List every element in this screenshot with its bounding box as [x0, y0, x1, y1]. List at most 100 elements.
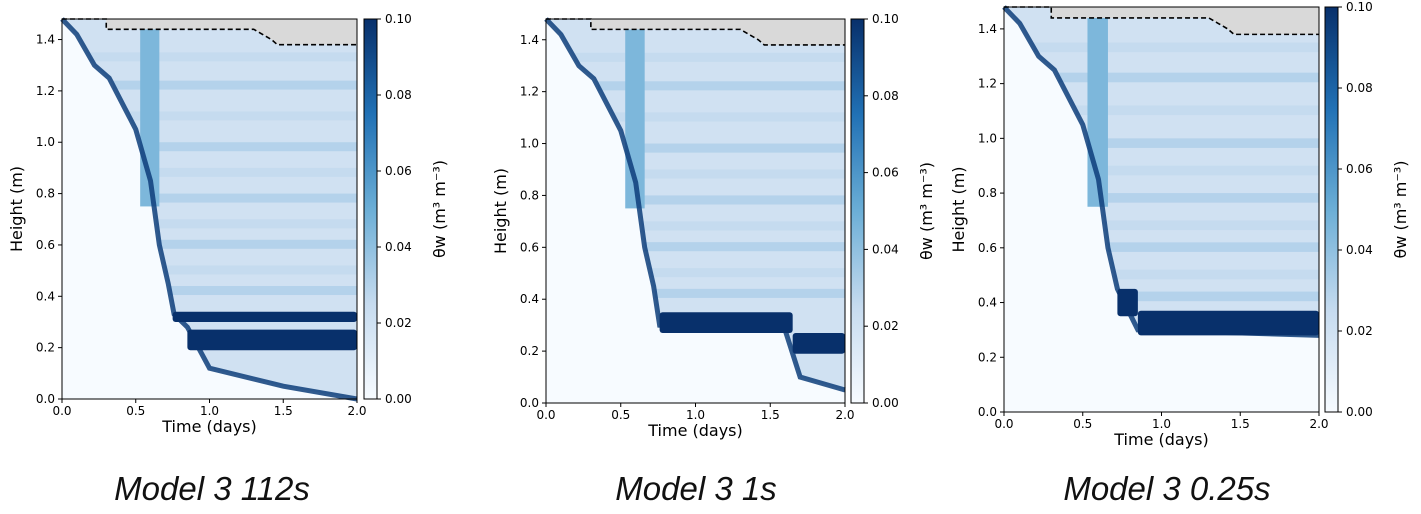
surface-dashed-line	[1004, 6, 1319, 36]
y-tick-label: 0.2	[520, 344, 539, 358]
y-tick-label: 0.8	[36, 187, 55, 201]
x-tick-label: 0.5	[126, 404, 145, 418]
moisture-band	[650, 268, 845, 278]
caption-panel-2: Model 3 1s	[615, 470, 777, 507]
moisture-band	[638, 195, 845, 205]
y-tick-label: 0.0	[978, 405, 997, 419]
x-tick-label: 2.0	[835, 408, 854, 422]
y-tick-label: 0.4	[520, 292, 539, 306]
moisture-band	[113, 80, 358, 90]
y-tick-label: 0.6	[520, 240, 539, 254]
y-tick-label: 1.0	[520, 137, 539, 151]
y-tick-label: 1.0	[36, 135, 55, 149]
y-tick-label: 0.6	[36, 238, 55, 252]
y-tick-label: 0.2	[978, 350, 997, 364]
y-tick-label: 0.4	[36, 289, 55, 303]
moisture-band	[654, 288, 845, 298]
chart-panel-3: 0.0 0.5 1.0 1.5 2.0 0.0 0.2 0.4 0.6 0.8 1.0 1.2 1.4 T…	[949, 0, 1410, 449]
moisture-band	[574, 52, 845, 62]
x-tick-label: 1.5	[274, 404, 293, 418]
y-tick-label: 1.4	[520, 33, 539, 47]
moisture-band	[1107, 242, 1319, 252]
moisture-band	[148, 167, 357, 177]
moisture-band	[140, 142, 357, 152]
y-tick-label: 0.8	[520, 188, 539, 202]
x-tick-label: 0.5	[611, 408, 630, 422]
y-tick-label: 0.2	[36, 341, 55, 355]
x-tick-label: 0.0	[994, 417, 1013, 431]
y-tick-label: 1.4	[978, 22, 997, 36]
colorbar-tick-label: 0.06	[872, 166, 899, 180]
colorbar-tick-label: 0.08	[385, 88, 412, 102]
y-tick-label: 1.2	[978, 77, 997, 91]
moisture-band	[1121, 291, 1319, 302]
y-tick-label: 1.2	[520, 85, 539, 99]
saturated-layer	[172, 311, 357, 322]
moisture-band	[644, 242, 845, 252]
y-tick-label: 0.0	[36, 392, 55, 406]
saturated-layer	[792, 332, 845, 354]
moisture-band	[625, 143, 845, 153]
colorbar-tick-label: 0.06	[385, 164, 412, 178]
moisture-band	[129, 111, 357, 121]
overburden-area	[546, 19, 845, 45]
colorbar-tick-label: 0.02	[872, 319, 899, 333]
y-tick-label: 1.2	[36, 84, 55, 98]
moisture-band	[597, 81, 845, 91]
colorbar-tick-label: 0.02	[1346, 324, 1373, 338]
x-tick-label: 0.0	[536, 408, 555, 422]
colorbar	[850, 18, 865, 404]
wetting-front-edge	[544, 17, 846, 393]
colorbar-tick-label: 0.08	[872, 89, 899, 103]
colorbar-tick-label: 0.04	[385, 240, 412, 254]
moisture-band	[1114, 269, 1319, 280]
surface-dashed-line	[546, 18, 845, 46]
moisture-band	[1101, 193, 1319, 203]
moisture-band	[165, 265, 357, 275]
saturated-layer	[1117, 288, 1138, 317]
colorbar	[363, 18, 378, 400]
colorbar-tick-label: 0.02	[385, 316, 412, 330]
moisture-band	[159, 239, 357, 249]
x-tick-label: 1.0	[1152, 417, 1171, 431]
x-tick-label: 1.0	[686, 408, 705, 422]
x-tick-label: 1.5	[761, 408, 780, 422]
moisture-band	[1104, 220, 1319, 231]
caption-panel-1: Model 3 112s	[114, 470, 310, 507]
y-tick-label: 1.4	[36, 33, 55, 47]
moisture-band	[152, 193, 357, 203]
colorbar-tick-label: 0.00	[385, 392, 412, 406]
colorbar-label: θw (m³ m⁻³)	[1391, 161, 1410, 259]
x-axis-label: Time (days)	[1113, 430, 1209, 449]
chart-panel-2: 0.0 0.5 1.0 1.5 2.0 0.0 0.2 0.4 0.6 0.8 1.0 1.2 1.4 T…	[491, 12, 936, 440]
moisture-band	[1088, 138, 1319, 148]
moisture-band	[169, 286, 357, 296]
y-tick-label: 1.0	[978, 131, 997, 145]
moisture-band	[1096, 165, 1319, 176]
colorbar-tick-label: 0.10	[872, 12, 899, 26]
moisture-band	[1058, 72, 1319, 83]
moisture-band	[641, 221, 845, 231]
overburden-area	[62, 19, 357, 45]
saturated-layer	[659, 312, 793, 333]
x-axis-label: Time (days)	[161, 417, 257, 436]
chart-panel-1: 0.0 0.5 1.0 1.5 2.0 0.0 0.2 0.4 0.6 0.8 1.0 1.2 1.4 T…	[7, 12, 449, 436]
colorbar-tick-label: 0.00	[872, 396, 899, 410]
y-axis-label: Height (m)	[491, 168, 510, 254]
y-axis-label: Height (m)	[7, 166, 26, 252]
saturated-layer	[1137, 310, 1319, 336]
y-tick-label: 0.6	[978, 241, 997, 255]
x-tick-label: 2.0	[347, 404, 366, 418]
colorbar-tick-label: 0.08	[1346, 81, 1373, 95]
moisture-band	[156, 219, 357, 229]
colorbar-tick-label: 0.10	[1346, 0, 1373, 14]
x-tick-label: 0.0	[52, 404, 71, 418]
moisture-band	[614, 112, 845, 122]
caption-panel-3: Model 3 0.25s	[1063, 470, 1271, 507]
x-tick-label: 0.5	[1073, 417, 1092, 431]
x-tick-label: 1.0	[200, 404, 219, 418]
y-axis-label: Height (m)	[949, 166, 968, 252]
y-tick-label: 0.0	[520, 396, 539, 410]
overburden-area	[1004, 7, 1319, 35]
